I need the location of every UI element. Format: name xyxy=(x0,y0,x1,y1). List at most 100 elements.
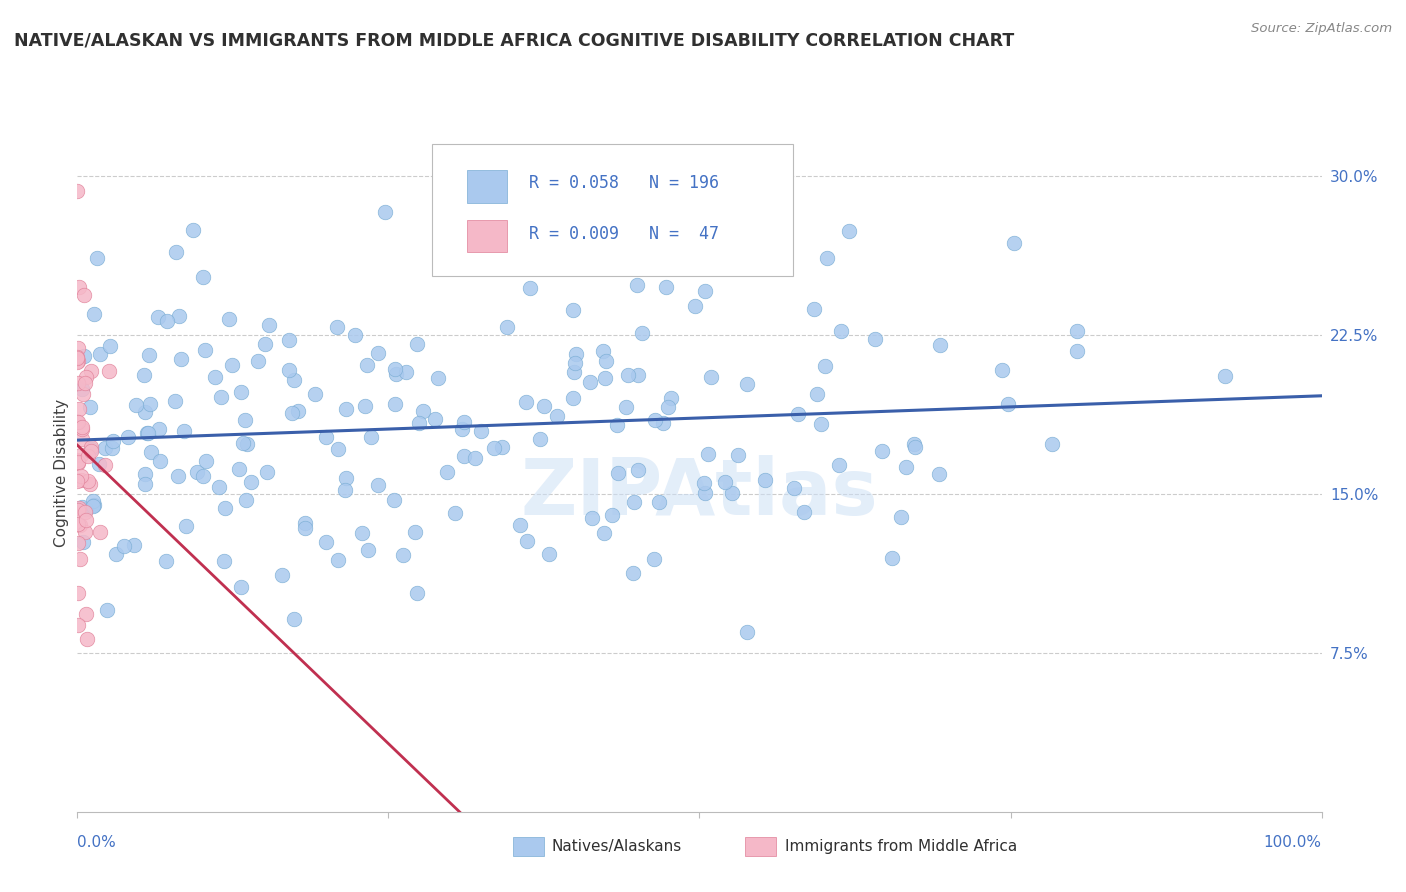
Point xyxy=(423,411,446,425)
Point xyxy=(89,347,111,361)
Point xyxy=(66,455,89,469)
Point xyxy=(561,391,583,405)
Point xyxy=(652,417,675,431)
Point xyxy=(73,349,96,363)
Point xyxy=(79,476,101,491)
Point xyxy=(148,422,170,436)
Point xyxy=(838,224,860,238)
Point xyxy=(464,451,486,466)
Point xyxy=(66,452,89,467)
Point xyxy=(70,422,93,436)
Point xyxy=(643,552,665,566)
Point xyxy=(228,462,250,476)
Point xyxy=(155,554,177,568)
Point xyxy=(793,505,815,519)
Point xyxy=(659,391,682,405)
Point xyxy=(482,441,505,455)
Point xyxy=(426,371,449,385)
Point xyxy=(66,350,89,364)
Point xyxy=(77,474,100,488)
Point xyxy=(470,424,492,438)
Point xyxy=(70,419,93,434)
Point xyxy=(304,386,326,401)
Point xyxy=(283,612,305,626)
Point xyxy=(214,554,236,568)
Point xyxy=(754,473,776,487)
Point xyxy=(231,580,253,594)
Point xyxy=(79,444,101,458)
Point xyxy=(537,547,560,561)
Point xyxy=(1002,236,1025,251)
Point xyxy=(170,351,193,366)
Point xyxy=(278,363,301,377)
Point xyxy=(326,553,349,567)
Point xyxy=(644,413,666,427)
Point xyxy=(1213,368,1236,383)
Point xyxy=(122,538,145,552)
Point xyxy=(134,467,156,482)
Point xyxy=(73,288,96,302)
Point xyxy=(806,387,828,401)
Point xyxy=(436,465,458,479)
Point xyxy=(593,526,616,541)
Point xyxy=(929,338,952,352)
Point xyxy=(70,448,93,462)
Point xyxy=(623,495,645,509)
Point xyxy=(66,617,89,632)
Point xyxy=(287,404,309,418)
Point xyxy=(1066,343,1088,358)
Point xyxy=(991,362,1014,376)
Point xyxy=(232,436,254,450)
Point xyxy=(412,403,434,417)
Point xyxy=(562,302,585,317)
Point xyxy=(735,377,758,392)
Point xyxy=(117,430,139,444)
Point xyxy=(86,252,108,266)
Text: 100.0%: 100.0% xyxy=(1264,836,1322,850)
Point xyxy=(236,436,259,450)
Point xyxy=(623,566,645,581)
Point xyxy=(602,508,624,523)
Point xyxy=(593,371,616,385)
Text: Immigrants from Middle Africa: Immigrants from Middle Africa xyxy=(785,839,1017,854)
Point xyxy=(66,517,89,532)
Point xyxy=(101,441,124,455)
Point xyxy=(335,483,357,497)
Point xyxy=(367,478,389,492)
Point xyxy=(66,415,89,429)
Point xyxy=(156,314,179,328)
Point xyxy=(695,486,717,500)
Point xyxy=(384,362,406,376)
Point xyxy=(648,495,671,509)
Point xyxy=(626,278,648,293)
Point xyxy=(627,463,650,477)
Point xyxy=(239,475,262,490)
Point xyxy=(82,499,104,513)
Point xyxy=(655,280,678,294)
Point xyxy=(75,502,97,516)
Point xyxy=(69,551,91,566)
Point xyxy=(385,368,408,382)
Point xyxy=(194,454,217,468)
Point xyxy=(783,481,806,495)
Point xyxy=(167,309,190,323)
Text: R = 0.058   N = 196: R = 0.058 N = 196 xyxy=(529,174,718,193)
Point xyxy=(221,358,243,372)
Point xyxy=(246,354,269,368)
Point xyxy=(657,400,679,414)
Point xyxy=(73,505,96,519)
Point xyxy=(134,477,156,491)
Point xyxy=(614,400,637,414)
Point xyxy=(384,397,406,411)
Point xyxy=(453,449,475,463)
Point xyxy=(616,368,638,382)
Point xyxy=(66,502,89,516)
Point xyxy=(134,368,156,382)
Point xyxy=(67,402,90,417)
Point xyxy=(894,460,917,475)
Point xyxy=(928,467,950,481)
Point xyxy=(136,426,159,441)
Point xyxy=(546,409,568,423)
Point xyxy=(96,603,118,617)
Point xyxy=(606,466,628,480)
